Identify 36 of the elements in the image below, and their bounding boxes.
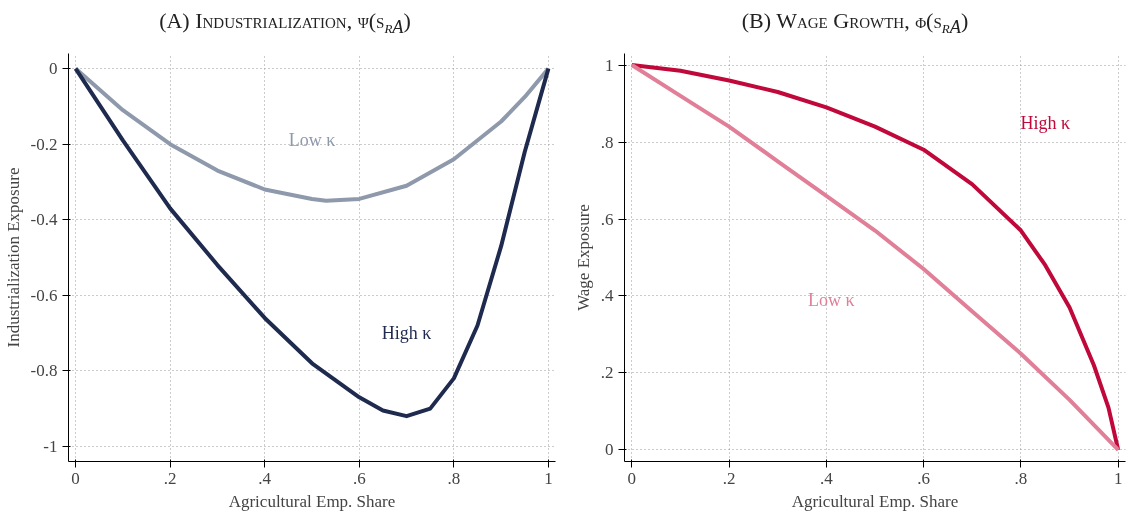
x-tick-label: .2 bbox=[163, 468, 177, 488]
x-tick-label: .4 bbox=[819, 468, 834, 488]
x-tick-label: 1 bbox=[544, 468, 553, 488]
x-tick-label: .8 bbox=[1014, 468, 1028, 488]
line-series bbox=[629, 63, 1121, 452]
y-tick-label: -0.4 bbox=[30, 210, 58, 230]
series-label: High κ bbox=[381, 323, 432, 344]
y-tick-label: .8 bbox=[600, 132, 614, 152]
text: Low κ bbox=[288, 130, 336, 151]
y-axis-title: Industrialization Exposure bbox=[3, 167, 23, 348]
x-tick-label: .6 bbox=[917, 468, 931, 488]
y-tick-label: 0 bbox=[605, 440, 614, 460]
y-tick-label: -1 bbox=[43, 436, 58, 456]
text: High κ bbox=[1020, 112, 1071, 133]
y-tick-label: .4 bbox=[600, 286, 614, 306]
x-axis-title: Agricultural Emp. Share bbox=[791, 491, 959, 511]
y-tick-label: 0 bbox=[49, 59, 58, 79]
y-tick-label: -0.6 bbox=[30, 285, 58, 305]
x-axis-title: Agricultural Emp. Share bbox=[228, 491, 396, 511]
x-tick-label: 0 bbox=[627, 468, 637, 488]
y-tick-label: -0.2 bbox=[30, 134, 58, 154]
y-tick-label: 1 bbox=[605, 55, 614, 75]
line-series bbox=[73, 66, 551, 419]
y-tick-label: .6 bbox=[600, 209, 614, 229]
chart-title: (A) Industrialization, ψ(s$_{rA}$) bbox=[158, 7, 412, 40]
x-tick-label: .4 bbox=[258, 468, 272, 488]
x-tick-label: 1 bbox=[1113, 468, 1123, 488]
x-tick-label: .6 bbox=[352, 468, 366, 488]
y-tick-label: -0.8 bbox=[30, 361, 58, 381]
x-tick-label: 0 bbox=[71, 468, 80, 488]
y-tick-label: .2 bbox=[600, 363, 614, 383]
x-tick-label: .8 bbox=[447, 468, 461, 488]
y-axis-title: Wage Exposure bbox=[573, 204, 593, 311]
chart-title: (B) Wage Growth, ϕ(s$_{rA}$) bbox=[740, 7, 970, 40]
x-tick-label: .2 bbox=[722, 468, 736, 488]
text: Low κ bbox=[807, 289, 855, 310]
